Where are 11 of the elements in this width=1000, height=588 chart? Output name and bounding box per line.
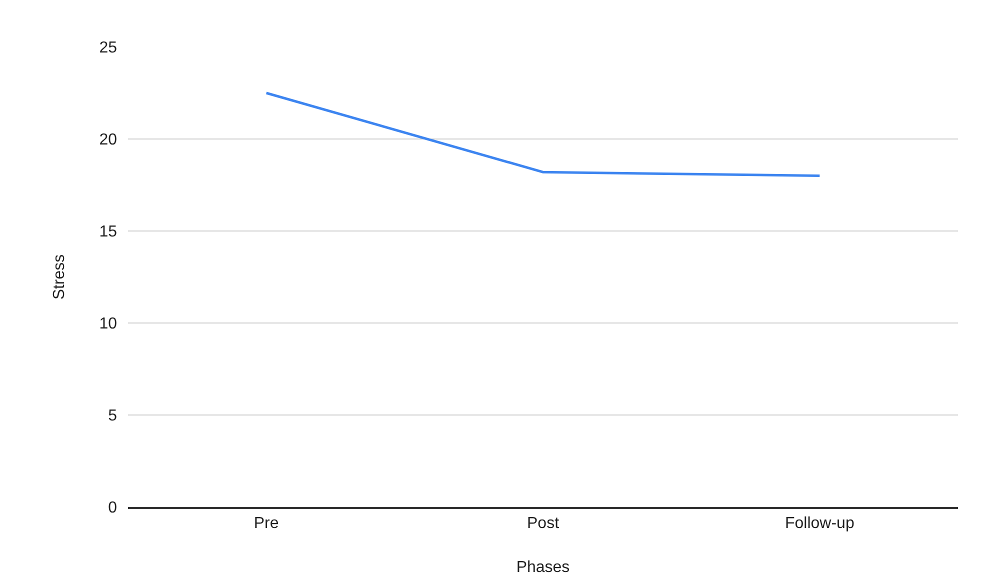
x-tick-label: Follow-up [784,514,854,532]
x-tick-label: Pre [254,514,279,532]
x-axis-title: Phases [516,559,570,576]
y-tick-label: 0 [108,500,118,517]
y-tick-label: 25 [99,40,118,57]
x-tick-label: Post [526,514,560,532]
y-axis-title: Stress [51,254,68,300]
y-tick-label: 5 [108,408,118,425]
y-tick-label: 10 [99,316,118,333]
y-tick-label: 20 [99,132,118,149]
y-tick-label: 15 [99,224,118,241]
